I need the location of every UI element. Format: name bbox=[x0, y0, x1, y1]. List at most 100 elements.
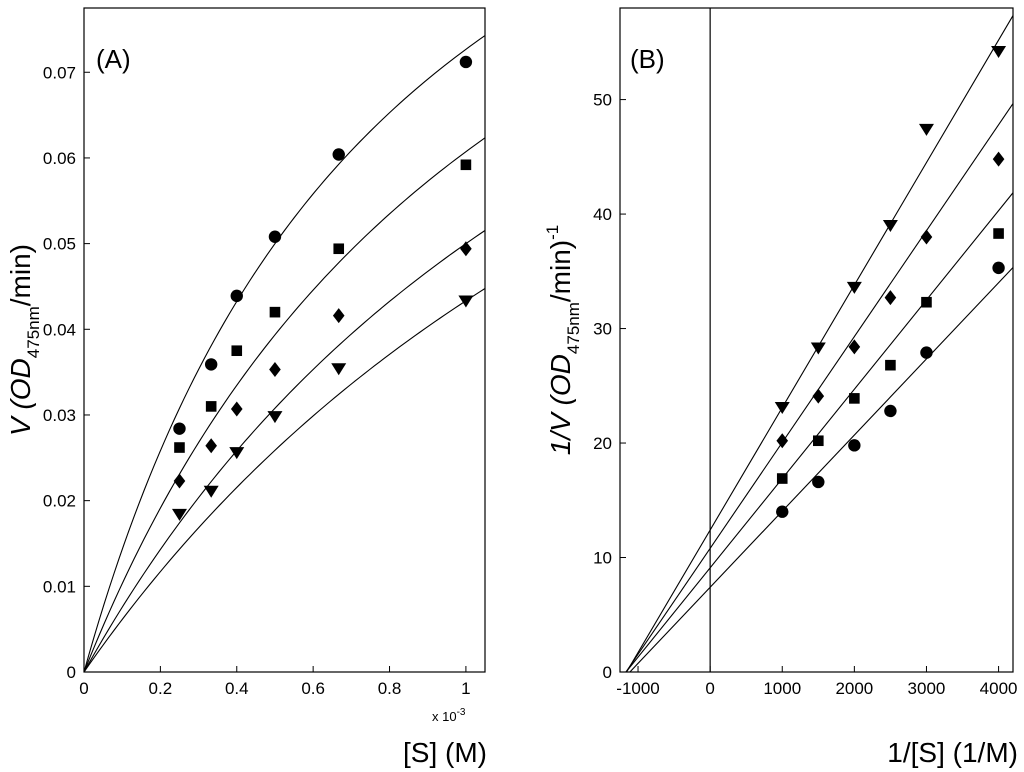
panel-a-point-triangle-down bbox=[331, 363, 347, 376]
panel-b-point-diamond bbox=[848, 339, 861, 355]
panel-b-data-points bbox=[774, 46, 1007, 518]
panel-b-point-diamond bbox=[992, 151, 1005, 167]
panel-b-y-tick-label: 0 bbox=[603, 663, 612, 682]
panel-b-point-diamond bbox=[812, 388, 825, 404]
panel-b-point-square bbox=[813, 435, 824, 447]
panel-a-x-tick-label: 0.2 bbox=[149, 679, 173, 698]
panel-a-point-triangle-down bbox=[458, 295, 474, 308]
panel-a-x-tick-label: 0.4 bbox=[225, 679, 249, 698]
panel-b-y-ticks: 0 10 20 30 40 50 bbox=[593, 91, 626, 682]
panel-a-point-circle bbox=[204, 358, 218, 371]
panel-a: 0 0.2 0.4 0.6 0.8 1 0 0.01 0.02 0.03 0.04 0.05 0.06… bbox=[5, 7, 487, 768]
panel-a-fit-curves bbox=[83, 35, 486, 673]
panel-a-y-tick-label: 0.03 bbox=[43, 406, 76, 425]
panel-b-point-circle bbox=[848, 439, 861, 452]
panel-b-x-ticks: -1000 0 1000 2000 3000 4000 bbox=[616, 666, 1017, 698]
panel-b-y-title-tail: /min) bbox=[545, 240, 576, 302]
panel-a-point-triangle-down bbox=[171, 508, 187, 521]
panel-a-point-square bbox=[205, 401, 217, 412]
panel-a-point-diamond bbox=[460, 241, 472, 257]
panel-a-x-axis-title: [S] (M) bbox=[403, 737, 487, 768]
panel-a-point-square bbox=[174, 442, 185, 453]
panel-a-y-title-sub: 475nm bbox=[24, 306, 43, 358]
panel-b-fit-line-diamond bbox=[625, 103, 1014, 673]
panel-a-fit-curve-diamond bbox=[83, 230, 486, 673]
panel-a-point-circle bbox=[332, 148, 345, 161]
panel-a-point-diamond bbox=[332, 308, 345, 324]
panel-b-point-triangle-down bbox=[991, 46, 1007, 59]
panel-a-y-tick-label: 0.05 bbox=[43, 235, 76, 254]
panel-a-x-exponent: x 10-3 bbox=[432, 707, 466, 724]
panel-b-x-axis-title: 1/[S] (1/M) bbox=[887, 737, 1018, 768]
panel-b-fit-line-square bbox=[625, 192, 1014, 673]
panel-b-point-triangle-down bbox=[882, 220, 898, 233]
panel-b-y-tick-label: 30 bbox=[593, 320, 612, 339]
panel-b-y-tick-label: 20 bbox=[593, 434, 612, 453]
panel-a-point-circle bbox=[230, 289, 243, 303]
panel-b-point-square bbox=[776, 473, 788, 484]
panel-b-point-square bbox=[849, 393, 860, 404]
panel-b-label: (B) bbox=[630, 44, 665, 74]
panel-b-point-circle bbox=[920, 346, 933, 359]
panel-b-point-diamond bbox=[776, 433, 789, 449]
panel-b-point-circle bbox=[812, 475, 825, 489]
panel-b-x-tick-label: 2000 bbox=[835, 679, 873, 698]
panel-a-y-tick-label: 0 bbox=[67, 663, 76, 682]
panel-b-frame bbox=[619, 7, 1014, 673]
panel-b-point-square bbox=[921, 296, 932, 308]
panel-b-point-diamond bbox=[884, 290, 897, 306]
panel-a-x-exponent-power: -3 bbox=[457, 707, 466, 718]
panel-a-point-diamond bbox=[269, 362, 281, 378]
panel-b-y-title-power: -1 bbox=[543, 225, 562, 240]
panel-a-y-title-main: V (OD bbox=[5, 358, 36, 436]
panel-b-y-tick-label: 50 bbox=[593, 91, 612, 110]
panel-a-x-ticks: 0 0.2 0.4 0.6 0.8 1 bbox=[79, 666, 471, 698]
panel-a-y-title-tail: /min) bbox=[5, 244, 36, 306]
panel-a-y-tick-label: 0.06 bbox=[43, 149, 76, 168]
panel-b-point-triangle-down bbox=[846, 281, 862, 294]
panel-b-point-triangle-down bbox=[918, 123, 934, 136]
panel-b-point-circle bbox=[992, 261, 1005, 275]
panel-a-data-points bbox=[171, 55, 474, 521]
panel-a-fit-curve-triangle-down bbox=[83, 288, 486, 673]
panel-a-point-diamond bbox=[205, 438, 217, 454]
panel-a-point-diamond bbox=[173, 473, 186, 489]
panel-a-x-tick-label: 1 bbox=[461, 679, 470, 698]
panel-a-x-tick-label: 0 bbox=[79, 679, 88, 698]
panel-b-y-tick-label: 10 bbox=[593, 549, 612, 568]
panel-a-fit-curve-circle bbox=[83, 35, 486, 673]
panel-a-label: (A) bbox=[96, 44, 131, 74]
panel-a-point-triangle-down bbox=[203, 485, 219, 498]
panel-a-y-tick-label: 0.07 bbox=[43, 63, 76, 82]
panel-a-point-circle bbox=[268, 230, 282, 243]
panel-a-point-square bbox=[460, 159, 472, 171]
panel-b-y-title-main: 1/V (OD bbox=[545, 354, 576, 455]
panel-b-y-axis-title: 1/V (OD475nm/min)-1 bbox=[543, 225, 583, 455]
panel-a-y-axis-title: V (OD475nm/min) bbox=[5, 244, 43, 436]
panel-a-y-tick-label: 0.04 bbox=[43, 320, 76, 339]
panel-a-x-tick-label: 0.8 bbox=[378, 679, 402, 698]
panel-b-point-square bbox=[993, 228, 1004, 239]
panel-a-point-circle bbox=[459, 55, 473, 69]
panel-b-point-diamond bbox=[920, 229, 933, 245]
panel-b-x-tick-label: 0 bbox=[705, 679, 714, 698]
panel-a-y-ticks: 0 0.01 0.02 0.03 0.04 0.05 0.06 0.07 bbox=[43, 63, 90, 682]
panel-b-point-circle bbox=[776, 505, 789, 518]
panel-a-point-triangle-down bbox=[267, 411, 283, 424]
panel-a-point-square bbox=[231, 345, 243, 357]
panel-b-point-triangle-down bbox=[810, 342, 826, 355]
panel-b-x-tick-label: 1000 bbox=[763, 679, 801, 698]
panel-a-point-square bbox=[269, 306, 281, 318]
panel-b-point-circle bbox=[884, 404, 897, 418]
panel-a-point-square bbox=[333, 243, 345, 255]
panel-a-y-tick-label: 0.01 bbox=[43, 577, 76, 596]
panel-b-point-square bbox=[885, 359, 896, 371]
panel-b-y-title-sub: 475nm bbox=[564, 302, 583, 354]
panel-b-fit-line-circle bbox=[629, 267, 1014, 673]
panel-b-x-tick-label: -1000 bbox=[616, 679, 659, 698]
panel-a-x-exponent-base: x 10 bbox=[432, 709, 457, 724]
panel-a-y-tick-label: 0.02 bbox=[43, 492, 76, 511]
panel-a-x-tick-label: 0.6 bbox=[301, 679, 325, 698]
panel-a-point-diamond bbox=[230, 401, 243, 417]
